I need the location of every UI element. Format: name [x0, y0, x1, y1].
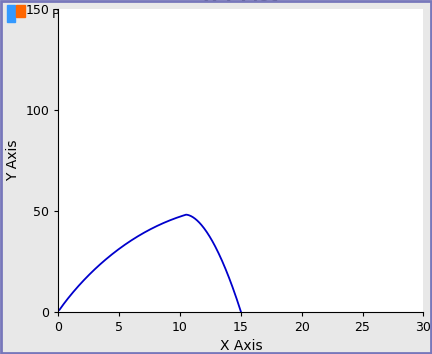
Text: ×: ×: [409, 7, 420, 22]
Bar: [7, 5, 15, 22]
Text: P-V: P-V: [52, 8, 71, 21]
Bar: [16, 5, 25, 17]
Text: □: □: [374, 8, 386, 21]
Y-axis label: Y Axis: Y Axis: [6, 139, 20, 181]
Text: —: —: [331, 8, 343, 21]
X-axis label: X Axis: X Axis: [219, 339, 262, 353]
Title: X Y Plot: X Y Plot: [204, 0, 278, 5]
